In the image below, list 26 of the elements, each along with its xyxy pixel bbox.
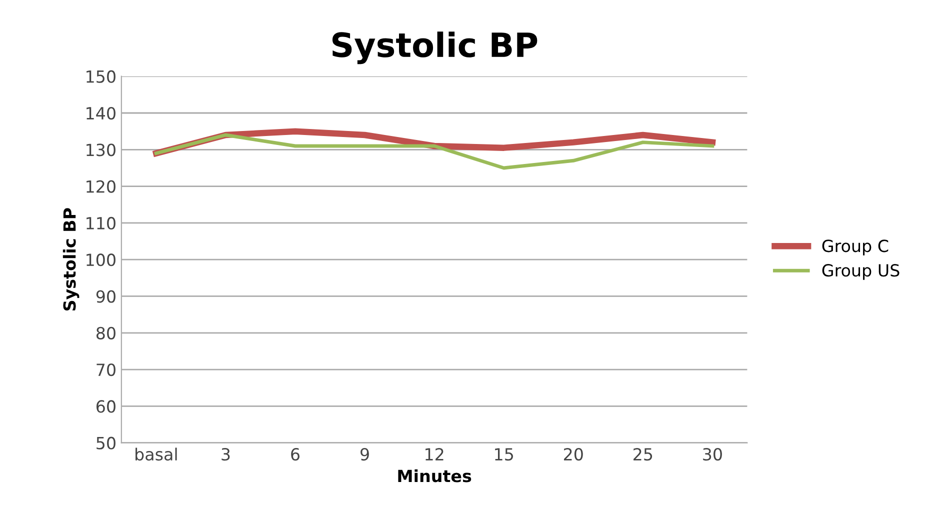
- x-tick-label: 20: [564, 448, 583, 461]
- y-tick-label: 50: [96, 436, 116, 450]
- x-tick-label: basal: [136, 448, 177, 461]
- y-tick-label: 80: [96, 326, 116, 340]
- y-tick-label: 120: [86, 180, 116, 193]
- legend-label: Group C: [822, 240, 888, 256]
- y-tick-label: 150: [86, 70, 116, 83]
- x-tick-label: 12: [426, 448, 444, 460]
- line-series: [154, 133, 714, 170]
- chart-title: Systolic BP: [332, 32, 538, 64]
- y-tick-label: 60: [96, 400, 116, 413]
- y-tick-label: 100: [86, 254, 116, 266]
- x-tick-label: 3: [222, 448, 230, 461]
- x-axis-title: Minutes: [398, 469, 472, 482]
- x-tick-label: 30: [703, 448, 722, 461]
- x-tick-label: 25: [634, 448, 652, 461]
- y-tick-label: 70: [96, 363, 116, 376]
- y-tick-label: 90: [96, 290, 116, 303]
- y-tick-label: 140: [86, 106, 116, 120]
- y-tick-label: 130: [86, 144, 116, 156]
- y-tick-label: 110: [86, 216, 116, 230]
- x-tick-label: 9: [360, 448, 369, 461]
- x-tick-label: 15: [495, 448, 513, 461]
- legend-label: Group US: [822, 264, 900, 280]
- x-tick-label: 6: [291, 448, 300, 461]
- y-axis-title: Systolic BP: [62, 208, 80, 311]
